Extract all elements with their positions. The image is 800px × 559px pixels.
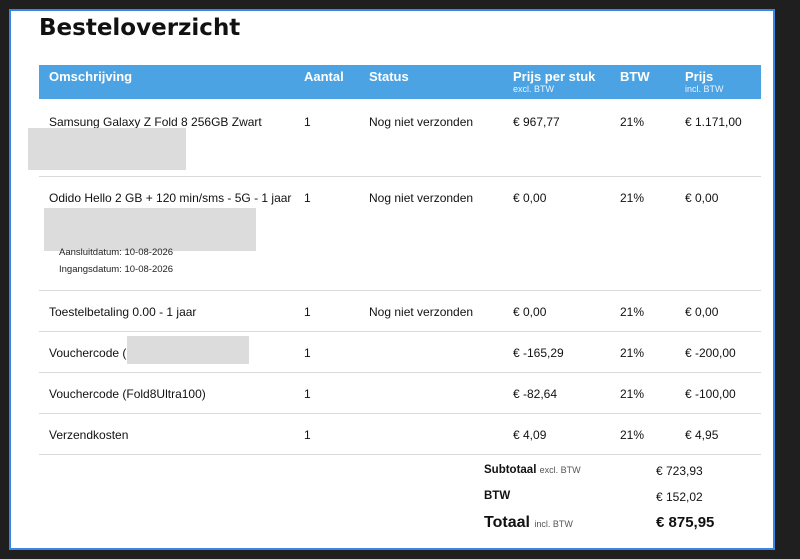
- redacted-block: [28, 128, 186, 170]
- table-header: Omschrijving Aantal Status Prijs per stu…: [39, 65, 761, 99]
- subtotal-label-text: Subtotaal: [484, 464, 537, 476]
- item-quantity: 1: [304, 387, 311, 401]
- item-price: € -200,00: [685, 346, 736, 360]
- subtotal-value: € 723,93: [656, 464, 703, 478]
- column-header-vat: BTW: [620, 69, 650, 84]
- column-header-unit-price: Prijs per stuk excl. BTW: [513, 69, 595, 95]
- table-row: Verzendkosten 1 € 4,09 21% € 4,95: [39, 414, 761, 455]
- column-header-price-sub: incl. BTW: [685, 84, 724, 94]
- column-header-description: Omschrijving: [49, 69, 133, 84]
- item-unit-price: € 0,00: [513, 191, 547, 205]
- total-label: Totaal incl. BTW: [484, 514, 573, 532]
- total-value: € 875,95: [656, 514, 715, 531]
- item-quantity: 1: [304, 428, 311, 442]
- item-price: € 0,00: [685, 305, 719, 319]
- column-header-price-label: Prijs: [685, 69, 714, 84]
- subtotal-label: Subtotaal excl. BTW: [484, 464, 581, 476]
- vat-total-label: BTW: [484, 490, 511, 502]
- item-quantity: 1: [304, 115, 311, 129]
- item-description: Odido Hello 2 GB + 120 min/sms - 5G - 1 …: [49, 191, 292, 205]
- column-header-quantity: Aantal: [304, 69, 344, 84]
- item-vat: 21%: [620, 428, 645, 442]
- item-unit-price: € 967,77: [513, 115, 560, 129]
- item-unit-price: € -165,29: [513, 346, 564, 360]
- item-dates: Aansluitdatum: 10-08-2026 Ingangsdatum: …: [59, 244, 173, 278]
- column-header-status: Status: [369, 69, 409, 84]
- start-date: Ingangsdatum: 10-08-2026: [59, 264, 174, 275]
- item-vat: 21%: [620, 387, 645, 401]
- table-row: Odido Hello 2 GB + 120 min/sms - 5G - 1 …: [39, 177, 761, 291]
- total-label-text: Totaal: [484, 514, 530, 531]
- item-vat: 21%: [620, 115, 645, 129]
- table-row: Samsung Galaxy Z Fold 8 256GB Zwart 1 No…: [28, 99, 761, 177]
- column-header-unit-price-sub: excl. BTW: [513, 84, 555, 94]
- item-quantity: 1: [304, 346, 311, 360]
- item-vat: 21%: [620, 305, 645, 319]
- item-price: € 4,95: [685, 428, 719, 442]
- item-unit-price: € 0,00: [513, 305, 547, 319]
- total-label-sub: incl. BTW: [534, 519, 573, 529]
- redacted-block: [44, 208, 256, 251]
- item-status: Nog niet verzonden: [369, 115, 474, 129]
- item-unit-price: € 4,09: [513, 428, 547, 442]
- item-description: Verzendkosten: [49, 428, 129, 442]
- redacted-block: [127, 336, 249, 364]
- item-quantity: 1: [304, 305, 311, 319]
- item-vat: 21%: [620, 191, 645, 205]
- item-description: Samsung Galaxy Z Fold 8 256GB Zwart: [49, 115, 262, 129]
- item-status: Nog niet verzonden: [369, 191, 474, 205]
- page-title: Besteloverzicht: [39, 15, 241, 41]
- item-description: Vouchercode (Fold8Ultra100): [49, 387, 206, 401]
- item-price: € 1.171,00: [685, 115, 742, 129]
- item-price: € 0,00: [685, 191, 719, 205]
- connection-date: Aansluitdatum: 10-08-2026: [59, 247, 174, 258]
- column-header-price: Prijs incl. BTW: [685, 69, 724, 95]
- item-unit-price: € -82,64: [513, 387, 558, 401]
- item-status: Nog niet verzonden: [369, 305, 474, 319]
- item-vat: 21%: [620, 346, 645, 360]
- table-row: Toestelbetaling 0.00 - 1 jaar 1 Nog niet…: [39, 291, 761, 332]
- table-row: Vouchercode ( 1 € -165,29 21% € -200,00: [39, 332, 761, 373]
- item-quantity: 1: [304, 191, 311, 205]
- item-description: Toestelbetaling 0.00 - 1 jaar: [49, 305, 197, 319]
- item-description: Vouchercode (: [49, 346, 127, 360]
- table-row: Vouchercode (Fold8Ultra100) 1 € -82,64 2…: [39, 373, 761, 414]
- item-price: € -100,00: [685, 387, 736, 401]
- subtotal-label-sub: excl. BTW: [539, 465, 581, 475]
- column-header-unit-price-label: Prijs per stuk: [513, 69, 596, 84]
- vat-total-value: € 152,02: [656, 490, 703, 504]
- order-overview-panel: Besteloverzicht Omschrijving Aantal Stat…: [9, 9, 775, 550]
